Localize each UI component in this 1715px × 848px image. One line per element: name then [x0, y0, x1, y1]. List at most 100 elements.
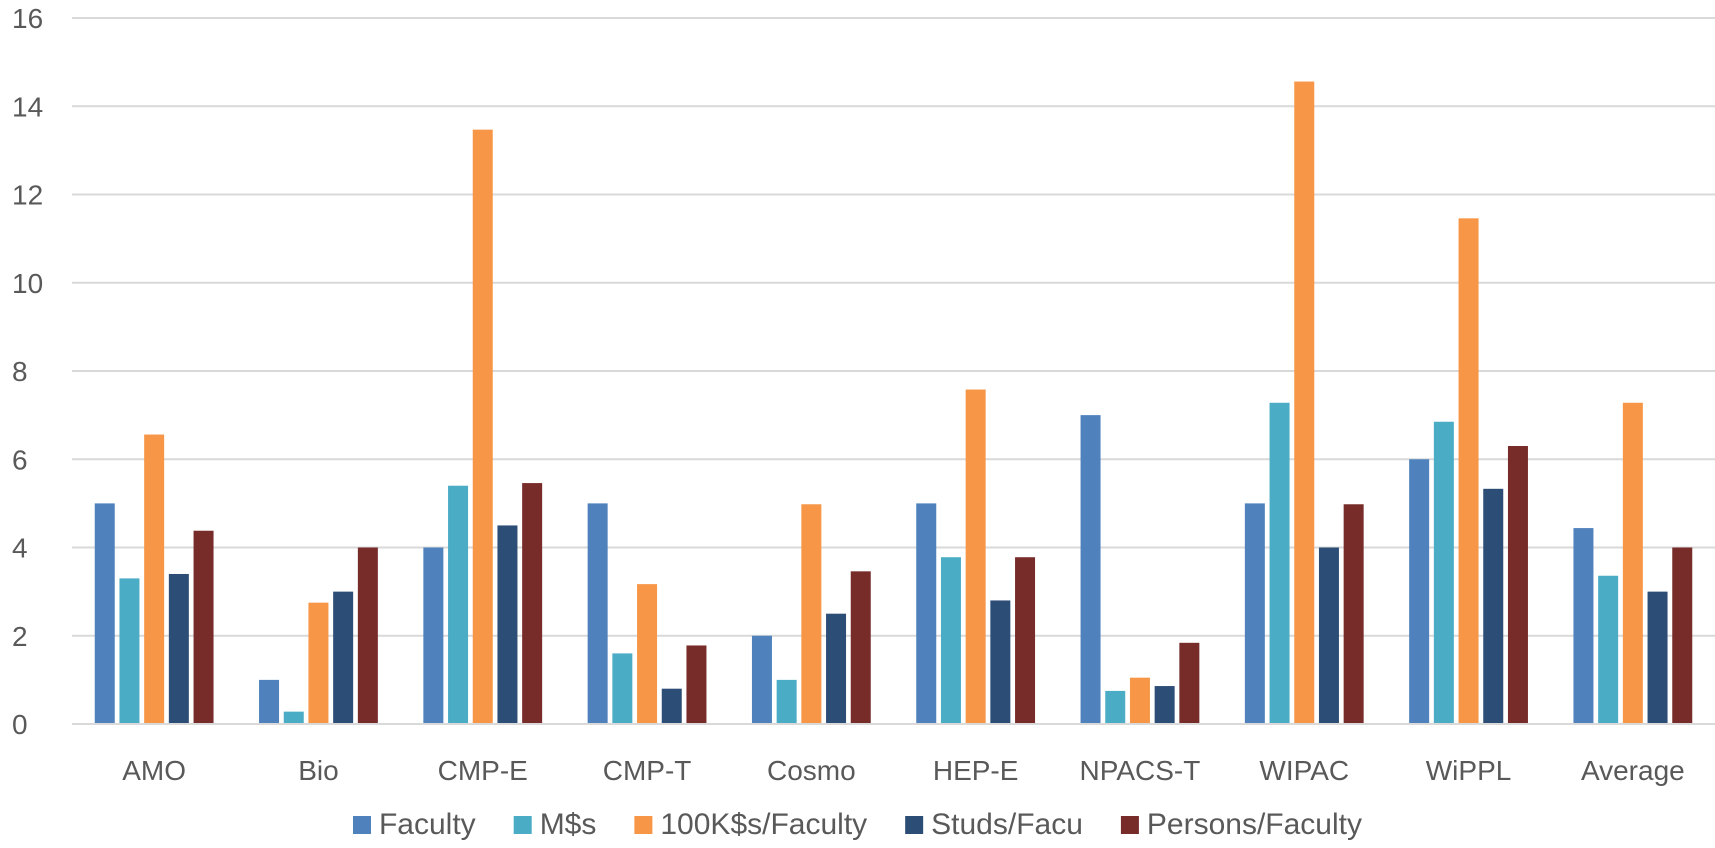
- y-axis-ticks: 0 2 4 6 8 10 12 14 16: [12, 3, 43, 740]
- x-tick-label: Cosmo: [767, 755, 856, 786]
- y-tick-label: 0: [12, 709, 28, 740]
- legend-item: M$s: [513, 808, 597, 841]
- legend-swatch: [513, 816, 532, 834]
- bar: [1598, 575, 1619, 724]
- x-tick-label: Bio: [298, 755, 338, 786]
- y-tick-label: 4: [12, 533, 28, 564]
- bar-group-amo: [94, 434, 214, 725]
- legend-swatch: [352, 816, 371, 834]
- y-tick-label: 8: [12, 356, 28, 387]
- x-tick-label: Average: [1581, 755, 1685, 786]
- legend: Faculty M$s 100K$s/Faculty Studs/Facu Person…: [352, 808, 1362, 841]
- bar: [144, 434, 165, 724]
- bar: [283, 711, 304, 724]
- bar: [637, 584, 658, 724]
- legend-item: Faculty: [352, 808, 476, 841]
- y-tick-label: 6: [12, 444, 28, 475]
- x-tick-label: NPACS-T: [1080, 755, 1201, 786]
- bar: [1458, 218, 1479, 724]
- bar: [1015, 557, 1036, 724]
- bar: [119, 578, 140, 724]
- bar: [259, 679, 280, 725]
- bar: [168, 573, 189, 724]
- bar: [333, 591, 354, 725]
- bar: [193, 530, 214, 724]
- legend-label: M$s: [540, 808, 597, 841]
- bar: [686, 645, 707, 724]
- bar: [1269, 402, 1290, 724]
- bar-group-cosmo: [751, 504, 871, 725]
- legend-item: Studs/Facu: [905, 808, 1083, 841]
- bar: [1622, 402, 1643, 724]
- bar: [448, 485, 469, 724]
- bar-group-hep-e: [916, 389, 1036, 725]
- x-tick-label: HEP-E: [933, 755, 1019, 786]
- bar: [1105, 690, 1126, 724]
- bar: [308, 602, 329, 724]
- legend-label: Persons/Faculty: [1147, 808, 1362, 841]
- bar: [990, 600, 1011, 724]
- bar-group-cmp-e: [423, 129, 543, 724]
- bar: [1573, 528, 1594, 724]
- y-tick-label: 12: [12, 180, 43, 211]
- bar: [612, 653, 633, 724]
- gridlines: [72, 17, 1715, 637]
- bar-group-bio: [259, 547, 378, 725]
- legend-label: Studs/Facu: [931, 808, 1083, 841]
- bar: [826, 613, 847, 724]
- x-tick-label: AMO: [122, 755, 186, 786]
- legend-label: 100K$s/Faculty: [660, 808, 867, 841]
- x-tick-label: CMP-E: [438, 755, 528, 786]
- bar: [423, 547, 444, 724]
- legend-label: Faculty: [379, 808, 476, 841]
- bar: [850, 571, 871, 724]
- bar: [801, 504, 822, 724]
- x-axis-ticks: AMO Bio CMP-E CMP-T Cosmo HEP-E NPACS-T WIPAC Wi…: [122, 755, 1684, 786]
- bars: [94, 81, 1693, 725]
- bar: [1507, 446, 1528, 724]
- bar: [751, 635, 772, 724]
- bar: [1179, 642, 1200, 724]
- bar-group-npacs-t: [1080, 415, 1200, 725]
- legend-item: Persons/Faculty: [1120, 808, 1362, 841]
- bar: [1154, 686, 1175, 724]
- legend-swatch: [1120, 816, 1139, 834]
- bar-group-cmp-t: [587, 503, 707, 725]
- bar: [1409, 459, 1430, 724]
- y-tick-label: 2: [12, 621, 28, 652]
- bar-group-wippl: [1409, 218, 1528, 724]
- bar: [1129, 677, 1150, 724]
- y-tick-label: 10: [12, 268, 43, 299]
- legend-swatch: [905, 816, 924, 834]
- bar: [1647, 591, 1668, 725]
- bar: [661, 688, 682, 724]
- bar: [357, 547, 378, 724]
- bar-group-wipac: [1244, 81, 1364, 725]
- bar: [1244, 503, 1265, 725]
- bar: [965, 389, 986, 724]
- bar: [776, 679, 797, 725]
- y-tick-label: 14: [12, 91, 43, 122]
- bar: [1483, 488, 1504, 724]
- bar: [522, 483, 543, 724]
- x-tick-label: WIPAC: [1259, 755, 1349, 786]
- bar: [94, 503, 115, 725]
- bar: [940, 557, 961, 724]
- bar: [1080, 415, 1101, 725]
- bar: [1318, 547, 1339, 724]
- legend-swatch: [634, 816, 653, 834]
- bar: [1294, 81, 1315, 725]
- bar: [497, 525, 518, 724]
- y-tick-label: 16: [12, 3, 43, 34]
- bar: [1343, 504, 1364, 724]
- x-tick-label: WiPPL: [1426, 755, 1512, 786]
- bar: [587, 503, 608, 725]
- bar-group-average: [1573, 402, 1693, 725]
- bar: [1672, 547, 1693, 724]
- x-tick-label: CMP-T: [603, 755, 692, 786]
- legend-item: 100K$s/Faculty: [634, 808, 867, 841]
- bar: [472, 129, 493, 724]
- bar: [916, 503, 937, 725]
- bar: [1433, 421, 1454, 724]
